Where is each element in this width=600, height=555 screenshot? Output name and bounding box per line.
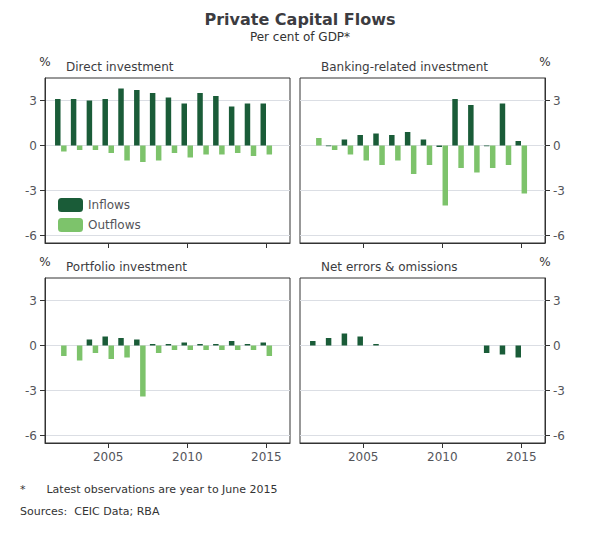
svg-text:3: 3 [29,294,37,308]
svg-text:3: 3 [29,94,37,108]
svg-text:-6: -6 [553,229,565,243]
svg-text:Banking-related investment: Banking-related investment [321,60,488,74]
svg-text:-3: -3 [25,184,37,198]
svg-text:0: 0 [553,139,561,153]
svg-text:Direct investment: Direct investment [66,60,174,74]
svg-text:%: % [39,55,50,69]
svg-text:2010: 2010 [172,450,203,464]
svg-text:2005: 2005 [93,450,124,464]
svg-text:Outflows: Outflows [88,218,141,232]
svg-text:Sources: CEIC Data; RBA: Sources: CEIC Data; RBA [20,505,160,518]
svg-text:3: 3 [553,94,561,108]
svg-text:Portfolio investment: Portfolio investment [66,260,187,274]
svg-text:-3: -3 [553,184,565,198]
svg-text:0: 0 [29,139,37,153]
svg-text:-3: -3 [25,384,37,398]
svg-text:Per cent of GDP*: Per cent of GDP* [250,30,350,44]
svg-text:2015: 2015 [506,450,537,464]
svg-text:* Latest observations are: * Latest observations are year to June 2… [20,483,278,496]
svg-text:%: % [539,255,550,269]
svg-text:-6: -6 [553,429,565,443]
svg-text:-6: -6 [25,229,37,243]
svg-text:%: % [539,55,550,69]
svg-text:-6: -6 [25,429,37,443]
svg-text:0: 0 [553,339,561,353]
svg-text:Net errors & omissions: Net errors & omissions [321,260,458,274]
svg-text:0: 0 [29,339,37,353]
svg-text:-3: -3 [553,384,565,398]
svg-text:%: % [39,255,50,269]
svg-text:2010: 2010 [427,450,458,464]
svg-text:Private Capital Flows: Private Capital Flows [204,10,395,29]
svg-text:2015: 2015 [251,450,282,464]
svg-text:2005: 2005 [348,450,379,464]
svg-text:Inflows: Inflows [88,198,130,212]
svg-text:3: 3 [553,294,561,308]
